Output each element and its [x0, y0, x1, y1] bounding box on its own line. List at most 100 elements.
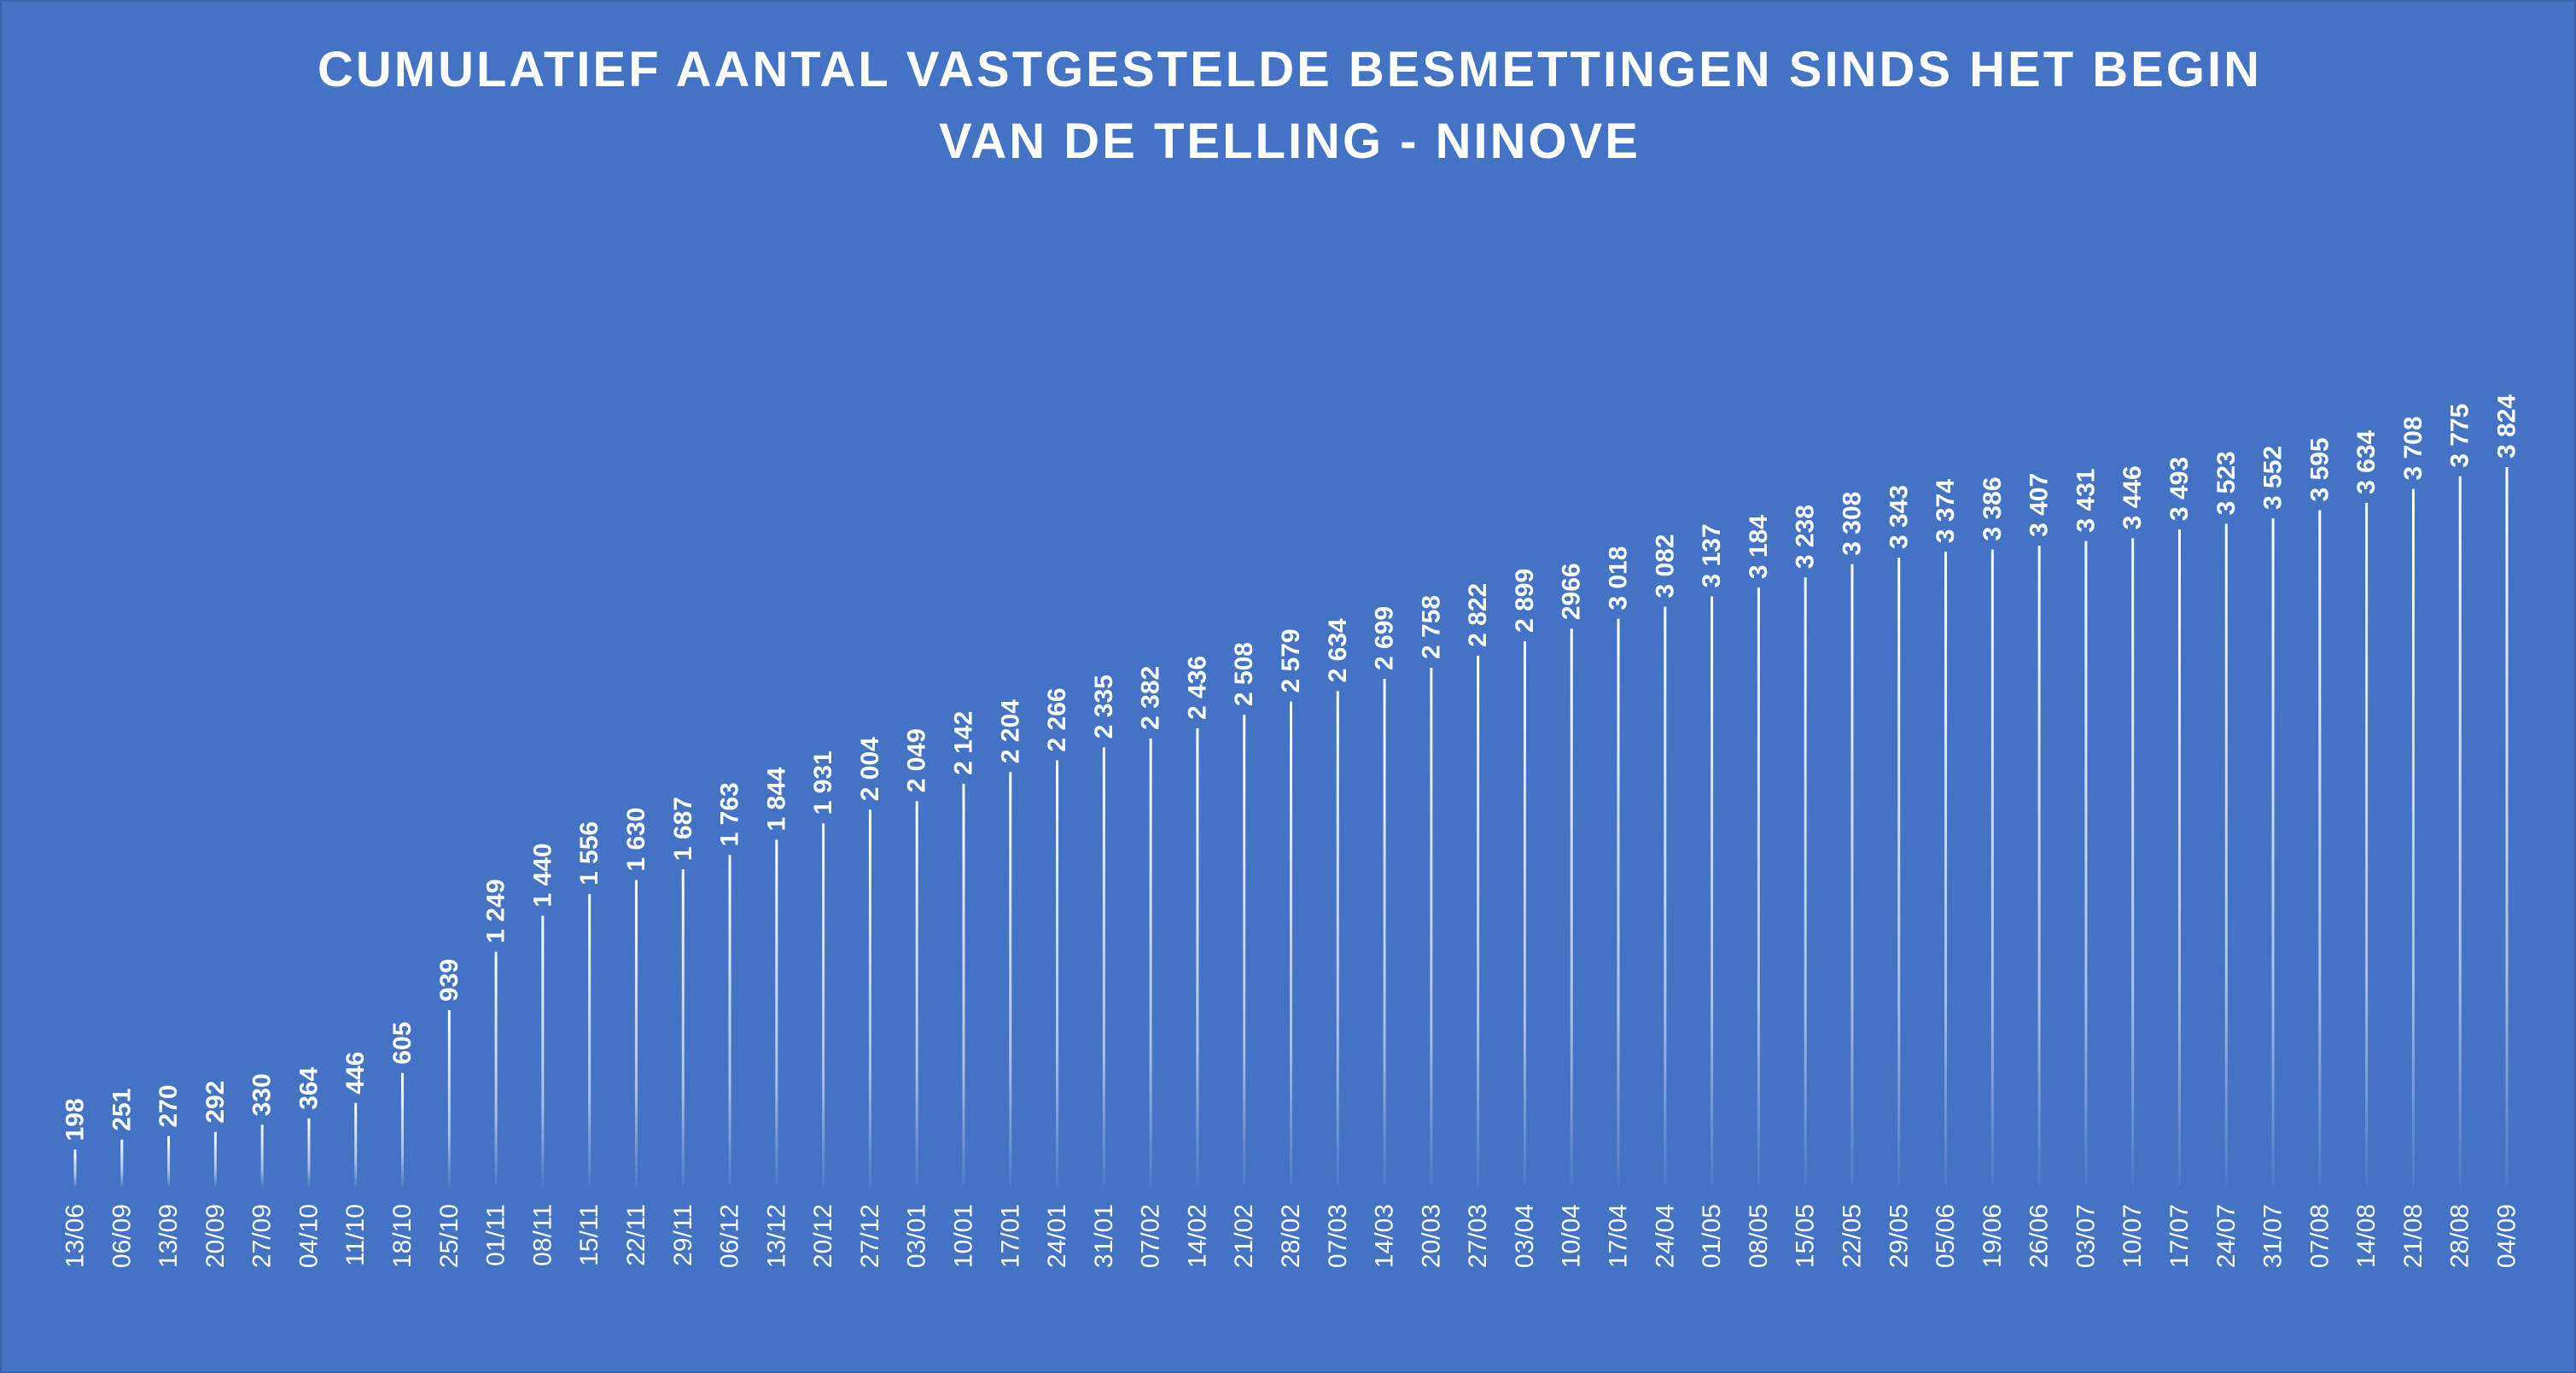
- x-tick-03/04: 03/04: [1511, 1204, 1539, 1268]
- x-tick-27/12: 27/12: [856, 1204, 884, 1268]
- x-tick-20/03: 20/03: [1417, 1204, 1445, 1268]
- x-tick-07/03: 07/03: [1324, 1204, 1352, 1268]
- x-tick-17/07: 17/07: [2165, 1204, 2194, 1268]
- bar-27/09: [260, 1125, 264, 1187]
- bar-08/11: [541, 915, 545, 1187]
- bar-22/11: [634, 879, 638, 1187]
- bar-17/04: [1617, 618, 1620, 1187]
- data-label-10/04: 2966: [1558, 563, 1586, 620]
- x-tick-06/09: 06/09: [108, 1204, 136, 1268]
- x-tick-10/04: 10/04: [1558, 1204, 1586, 1268]
- data-label-24/07: 3 523: [2212, 451, 2241, 515]
- x-axis-ticks: 13/06 06/09 13/09 20/09 27/09 04/10 11/10 18/10…: [61, 1204, 2521, 1268]
- x-tick-17/01: 17/01: [996, 1204, 1024, 1268]
- data-label-28/02: 2 579: [1277, 628, 1305, 692]
- data-label-29/11: 1 687: [669, 797, 697, 861]
- bar-08/05: [1757, 587, 1760, 1187]
- data-label-13/12: 1 844: [762, 767, 790, 831]
- data-label-15/11: 1 556: [575, 821, 603, 885]
- bar-03/01: [915, 801, 918, 1187]
- bar-13/09: [167, 1136, 171, 1187]
- x-tick-22/11: 22/11: [622, 1204, 650, 1266]
- bar-10/07: [2131, 538, 2135, 1187]
- x-tick-10/01: 10/01: [949, 1204, 977, 1268]
- x-tick-03/01: 03/01: [903, 1204, 931, 1268]
- data-label-08/05: 3 184: [1745, 515, 1773, 579]
- bar-21/08: [2411, 488, 2415, 1187]
- data-label-01/05: 3 137: [1698, 523, 1726, 587]
- x-tick-15/11: 15/11: [575, 1204, 603, 1266]
- data-label-17/07: 3 493: [2165, 457, 2194, 521]
- bar-29/11: [681, 869, 685, 1187]
- data-label-29/05: 3 343: [1885, 485, 1913, 549]
- bar-series: [73, 467, 2509, 1187]
- bar-21/02: [1243, 715, 1246, 1187]
- x-tick-13/09: 13/09: [154, 1204, 183, 1268]
- data-label-18/10: 605: [388, 1022, 417, 1065]
- bar-24/04: [1664, 606, 1667, 1187]
- data-label-31/07: 3 552: [2259, 446, 2288, 510]
- x-tick-08/05: 08/05: [1745, 1204, 1773, 1268]
- x-tick-22/05: 22/05: [1838, 1204, 1866, 1268]
- data-label-03/01: 2 049: [903, 728, 931, 792]
- data-label-24/04: 3 082: [1651, 534, 1679, 598]
- data-label-07/02: 2 382: [1137, 666, 1165, 730]
- x-tick-20/09: 20/09: [201, 1204, 230, 1268]
- bar-18/10: [401, 1072, 405, 1187]
- bar-25/10: [447, 1010, 451, 1187]
- bar-27/03: [1477, 655, 1480, 1187]
- x-tick-10/07: 10/07: [2118, 1204, 2147, 1268]
- x-tick-01/11: 01/11: [482, 1204, 510, 1266]
- bar-20/03: [1430, 668, 1433, 1187]
- x-tick-14/03: 14/03: [1371, 1204, 1399, 1268]
- data-label-27/03: 2 822: [1464, 583, 1492, 647]
- bar-04/10: [307, 1118, 311, 1187]
- bar-11/10: [354, 1102, 358, 1187]
- data-label-17/04: 3 018: [1605, 546, 1633, 611]
- data-label-19/06: 3 386: [1979, 476, 2007, 540]
- data-label-26/06: 3 407: [2025, 473, 2054, 537]
- x-tick-26/06: 26/06: [2025, 1204, 2054, 1268]
- x-tick-04/10: 04/10: [294, 1204, 323, 1268]
- bar-20/12: [822, 823, 825, 1187]
- value-labels: 198 251 270 292 330 364 446 605 939 1 249 1 440 1 5…: [61, 394, 2521, 1142]
- x-tick-24/07: 24/07: [2212, 1204, 2241, 1268]
- x-tick-31/07: 31/07: [2259, 1204, 2288, 1268]
- bar-03/07: [2084, 540, 2088, 1187]
- x-tick-07/02: 07/02: [1137, 1204, 1165, 1268]
- x-tick-24/04: 24/04: [1651, 1204, 1679, 1268]
- bar-10/04: [1570, 628, 1573, 1187]
- bar-03/04: [1523, 640, 1526, 1187]
- bar-10/01: [962, 783, 965, 1187]
- data-label-14/03: 2 699: [1371, 606, 1399, 670]
- data-label-11/10: 446: [341, 1052, 370, 1095]
- data-label-17/01: 2 204: [996, 699, 1024, 763]
- data-label-14/08: 3 634: [2352, 430, 2381, 494]
- x-tick-19/06: 19/06: [1979, 1204, 2007, 1268]
- data-label-06/12: 1 763: [716, 782, 744, 846]
- data-label-28/08: 3 775: [2446, 404, 2474, 468]
- data-label-10/07: 3 446: [2118, 465, 2147, 529]
- data-label-27/09: 330: [248, 1073, 277, 1116]
- chart-title: CUMULATIEF AANTAL VASTGESTELDE BESMETTIN…: [318, 42, 2262, 169]
- data-label-13/06: 198: [61, 1098, 90, 1141]
- x-tick-18/10: 18/10: [388, 1204, 417, 1268]
- x-tick-20/12: 20/12: [809, 1204, 837, 1268]
- data-label-13/09: 270: [154, 1084, 183, 1127]
- data-label-03/07: 3 431: [2072, 469, 2100, 533]
- data-label-25/10: 939: [435, 959, 463, 1002]
- bar-06/09: [120, 1139, 124, 1187]
- x-tick-04/09: 04/09: [2493, 1204, 2521, 1268]
- bar-26/06: [2037, 545, 2041, 1187]
- x-tick-24/01: 24/01: [1043, 1204, 1071, 1268]
- data-label-22/05: 3 308: [1838, 492, 1866, 556]
- x-tick-13/12: 13/12: [762, 1204, 790, 1268]
- data-label-03/04: 2 899: [1511, 569, 1539, 633]
- bar-29/05: [1897, 558, 1901, 1187]
- data-label-31/01: 2 335: [1090, 675, 1118, 739]
- x-tick-25/10: 25/10: [435, 1204, 463, 1268]
- x-tick-17/04: 17/04: [1605, 1204, 1633, 1268]
- x-tick-07/08: 07/08: [2305, 1204, 2334, 1268]
- data-label-21/02: 2 508: [1230, 642, 1258, 706]
- bar-01/05: [1711, 596, 1714, 1187]
